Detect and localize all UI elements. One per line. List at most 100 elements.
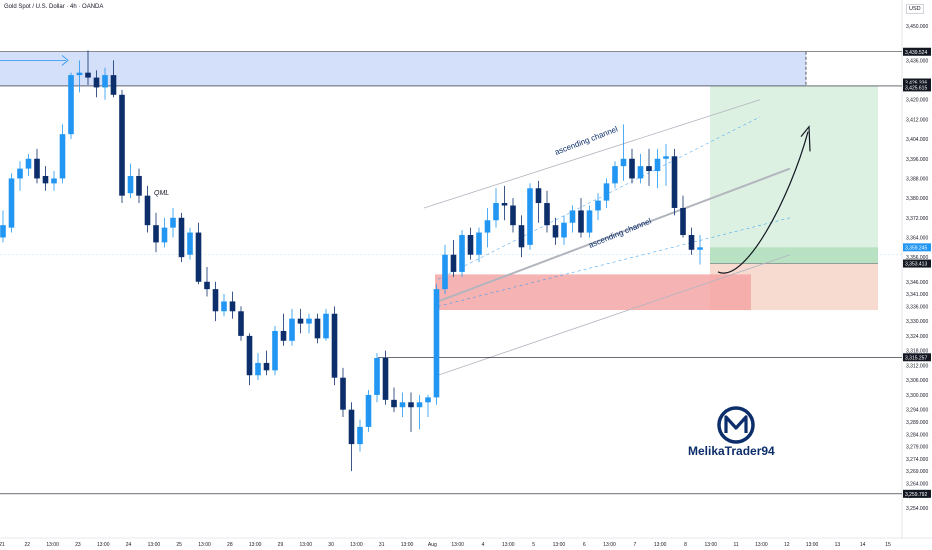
candle (382, 350, 389, 405)
annotation-ascending-channel: ascending channel (553, 124, 619, 156)
candle-body (85, 72, 91, 78)
candle-body (51, 178, 57, 184)
candle-body (442, 254, 448, 290)
price-tick-label: 3,404.000 (906, 137, 928, 143)
time-tick-label: 13:00 (806, 542, 819, 548)
price-tag (903, 243, 931, 252)
arrow-head-icon (61, 55, 69, 66)
price-tag-label: 3,359.245 (905, 245, 927, 251)
candle-body (603, 183, 610, 201)
price-tag (903, 489, 931, 498)
price-tag-label: 3,353.413 (905, 262, 927, 268)
price-tick-label: 3,274.000 (906, 457, 928, 463)
candle-body (93, 77, 100, 88)
candle-body (110, 75, 117, 95)
candle-body (374, 358, 380, 395)
candle-body (654, 158, 661, 172)
candle-body (484, 220, 491, 233)
candle-body (595, 200, 601, 211)
candle-body (212, 289, 219, 312)
time-tick-label: 11 (734, 542, 739, 548)
candle-body (25, 158, 32, 169)
candle (238, 306, 244, 341)
price-tick-label: 3,254.000 (906, 506, 928, 512)
entry-zone (710, 247, 878, 264)
candle-body (501, 203, 508, 206)
candle (501, 185, 508, 221)
candle (34, 148, 40, 184)
candle (331, 306, 338, 386)
candle (42, 166, 49, 191)
candle-body (119, 94, 125, 196)
candle (306, 313, 312, 334)
candle (527, 183, 533, 250)
time-tick-label: 13:00 (705, 542, 718, 548)
candle (263, 350, 270, 376)
candle (459, 230, 465, 277)
candle-body (221, 301, 227, 312)
candle-body (76, 72, 83, 76)
candle (170, 207, 176, 238)
annotation-qml: QML (154, 190, 169, 197)
candle-body (238, 311, 244, 336)
candle-body (578, 210, 584, 233)
candle-body (510, 205, 516, 226)
candle (467, 227, 474, 260)
candle-body (289, 318, 295, 341)
candle (433, 284, 440, 405)
symbol-title: Gold Spot / U.S. Dollar · 4h · OANDA (4, 4, 104, 10)
price-tick-label: 3,364.000 (906, 235, 928, 241)
price-tick-label: 3,269.000 (906, 469, 928, 475)
price-tick-label: 3,324.000 (906, 334, 928, 340)
time-tick-label: 13 (835, 542, 841, 548)
candle-body (127, 175, 134, 194)
candle-body (204, 281, 210, 290)
candle (442, 244, 448, 295)
candle (51, 171, 57, 191)
candle (484, 207, 491, 248)
candle-body (399, 402, 406, 408)
price-tag-label: 3,439.524 (905, 50, 927, 56)
candle (119, 89, 125, 204)
candle-body (680, 207, 686, 236)
candle-body (688, 235, 695, 250)
candle (535, 180, 542, 223)
candle-body (552, 225, 559, 238)
candle (603, 178, 610, 208)
candle (561, 215, 567, 245)
candle (289, 308, 295, 346)
candle-body (42, 175, 49, 184)
candle (153, 212, 159, 253)
time-tick-label: 13:00 (46, 542, 59, 548)
price-tag (903, 259, 931, 268)
currency-selector[interactable]: USD (906, 4, 924, 14)
candle (59, 124, 66, 184)
candle (195, 222, 202, 285)
time-tick-label: 21 (0, 542, 5, 548)
candle (637, 153, 644, 184)
candle (272, 326, 278, 376)
candle (697, 235, 703, 265)
candle-body (187, 232, 193, 255)
candle (578, 198, 584, 238)
candle (221, 294, 227, 317)
candle (620, 124, 627, 181)
price-tick-label: 3,356.000 (906, 255, 928, 261)
price-tick-label: 3,289.000 (906, 420, 928, 426)
candle (680, 195, 686, 238)
price-tick-label: 3,450.000 (906, 24, 928, 30)
time-tick-label: 13:00 (451, 542, 464, 548)
candle-body (263, 362, 270, 371)
candle-body (671, 156, 678, 208)
candle (297, 308, 304, 334)
candle (510, 198, 516, 233)
candle (93, 70, 100, 98)
price-tick-label: 3,412.000 (906, 117, 928, 123)
candle-body (340, 377, 346, 410)
time-tick-label: 13:00 (300, 542, 313, 548)
channel-dashed-upper (437, 116, 761, 280)
candle-body (365, 394, 372, 427)
price-tag (903, 47, 931, 56)
price-tag-label: 3,315.257 (905, 355, 927, 361)
